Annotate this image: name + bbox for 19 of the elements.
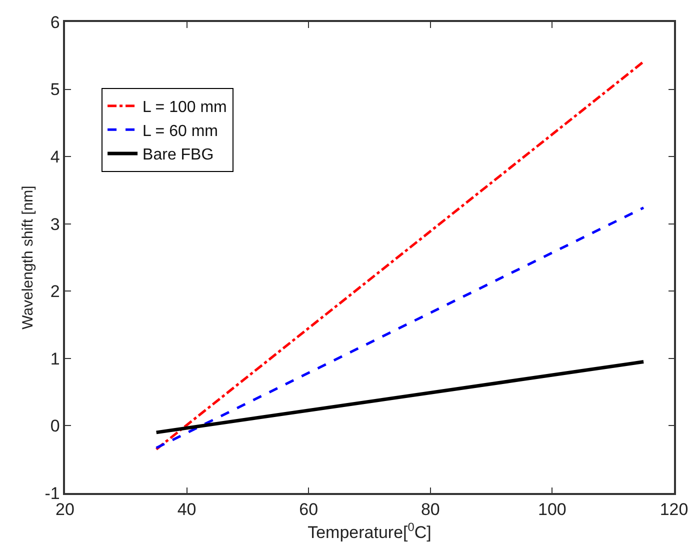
x-axis-title: Temperature[$^{0}$C]	[308, 520, 432, 542]
y-tick-label: 4	[50, 148, 60, 167]
x-tick-label: 40	[177, 500, 196, 520]
legend-label: L = 100 mm	[142, 99, 227, 116]
y-tick-label: 1	[50, 349, 60, 368]
legend-label: Bare FBG	[142, 146, 214, 164]
x-tick-label: 100	[538, 500, 566, 520]
legend-label: L = 60 mm	[142, 122, 218, 140]
y-tick-label: -1	[44, 484, 60, 503]
y-tick-label: 2	[50, 282, 60, 302]
x-tick-label: 60	[299, 500, 318, 520]
x-tick-label: 120	[660, 500, 688, 520]
y-tick-label: 0	[50, 416, 60, 436]
x-tick-label: 20	[56, 500, 74, 520]
x-tick-label: 80	[420, 500, 440, 520]
y-tick-label: 5	[50, 80, 60, 100]
y-tick-label: 3	[50, 214, 60, 234]
y-axis-title: Wavelength shift [nm]	[19, 186, 36, 330]
y-tick-label: 6	[50, 12, 60, 32]
